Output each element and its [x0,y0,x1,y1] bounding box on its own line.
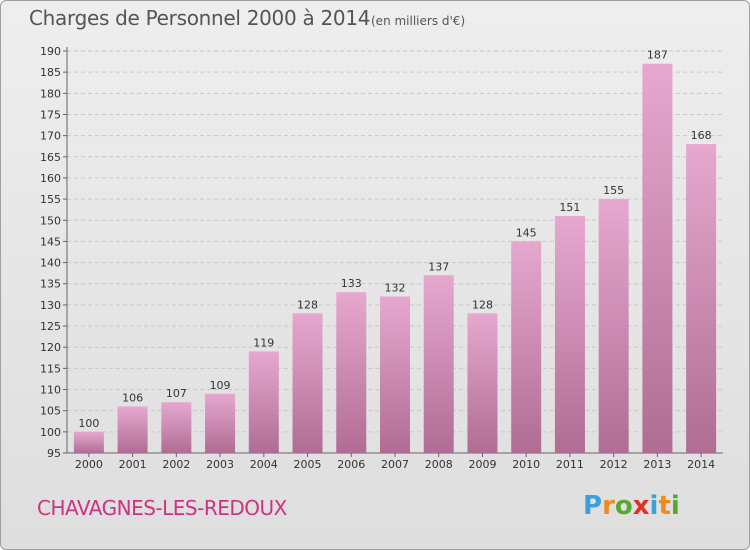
data-label: 107 [166,387,187,400]
y-tick-label: 115 [40,362,61,375]
y-tick-label: 95 [47,447,61,460]
logo-letter: i [670,491,680,521]
data-label: 133 [341,277,362,290]
proxiti-logo: Proxiti [583,491,680,521]
bar [336,292,367,453]
bar [642,63,673,454]
labels: 95 100 105 110 115 120 125 130 135 140 145 150 155 16… [40,45,715,471]
y-tick-label: 155 [40,193,61,206]
x-tick-label: 2000 [75,458,103,471]
bar [467,313,498,453]
y-tick-label: 160 [40,172,61,185]
logo-letter: i [649,491,659,521]
bar [554,216,585,453]
x-tick-label: 2013 [643,458,671,471]
data-label: 106 [122,391,143,404]
bar [598,199,629,453]
data-label: 109 [210,379,231,392]
y-tick-label: 145 [40,235,61,248]
data-label: 100 [78,417,99,430]
chart-unit: (en milliers d'€) [371,14,466,28]
y-tick-label: 150 [40,214,61,227]
chart-title: Charges de Personnel 2000 à 2014 [29,6,371,30]
x-tick-label: 2005 [294,458,322,471]
bar [686,144,717,454]
data-label: 119 [253,336,274,349]
x-tick-label: 2004 [250,458,278,471]
y-tick-label: 165 [40,151,61,164]
logo-letter: r [602,491,615,521]
y-tick-label: 175 [40,108,61,121]
bar [117,406,148,453]
bar [161,402,192,453]
data-label: 155 [603,184,624,197]
x-tick-label: 2012 [600,458,628,471]
y-tick-label: 130 [40,299,61,312]
x-tick-label: 2001 [119,458,147,471]
logo-letter: P [583,491,603,521]
bar [248,351,279,453]
logo-letter: t [658,491,671,521]
y-tick-label: 135 [40,278,61,291]
x-tick-label: 2008 [425,458,453,471]
bar [380,296,410,453]
data-label: 151 [559,201,580,214]
bar [511,241,542,453]
x-tick-label: 2003 [206,458,234,471]
bar [73,431,104,453]
bar [423,275,454,453]
logo-letter: o [614,491,633,521]
x-tick-label: 2009 [468,458,496,471]
y-tick-label: 190 [40,45,61,58]
commune-name: CHAVAGNES-LES-REDOUX [37,496,287,520]
bar [292,313,323,453]
data-label: 168 [691,129,712,142]
data-label: 128 [297,298,318,311]
logo-letter: x [632,491,650,521]
x-tick-label: 2007 [381,458,409,471]
x-tick-label: 2011 [556,458,584,471]
y-tick-label: 140 [40,257,61,270]
data-label: 187 [647,49,668,62]
y-tick-label: 170 [40,130,61,143]
data-label: 145 [516,226,537,239]
x-tick-label: 2014 [687,458,715,471]
data-label: 128 [472,298,493,311]
y-tick-label: 110 [40,384,61,397]
y-tick-label: 105 [40,405,61,418]
bars [73,63,717,454]
y-tick-label: 125 [40,320,61,333]
y-tick-label: 185 [40,66,61,79]
y-tick-label: 100 [40,426,61,439]
bar [205,393,236,453]
x-tick-label: 2006 [337,458,365,471]
data-label: 132 [385,281,406,294]
x-tick-label: 2002 [162,458,190,471]
y-tick-label: 180 [40,87,61,100]
y-tick-label: 120 [40,341,61,354]
x-tick-label: 2010 [512,458,540,471]
data-label: 137 [428,260,449,273]
